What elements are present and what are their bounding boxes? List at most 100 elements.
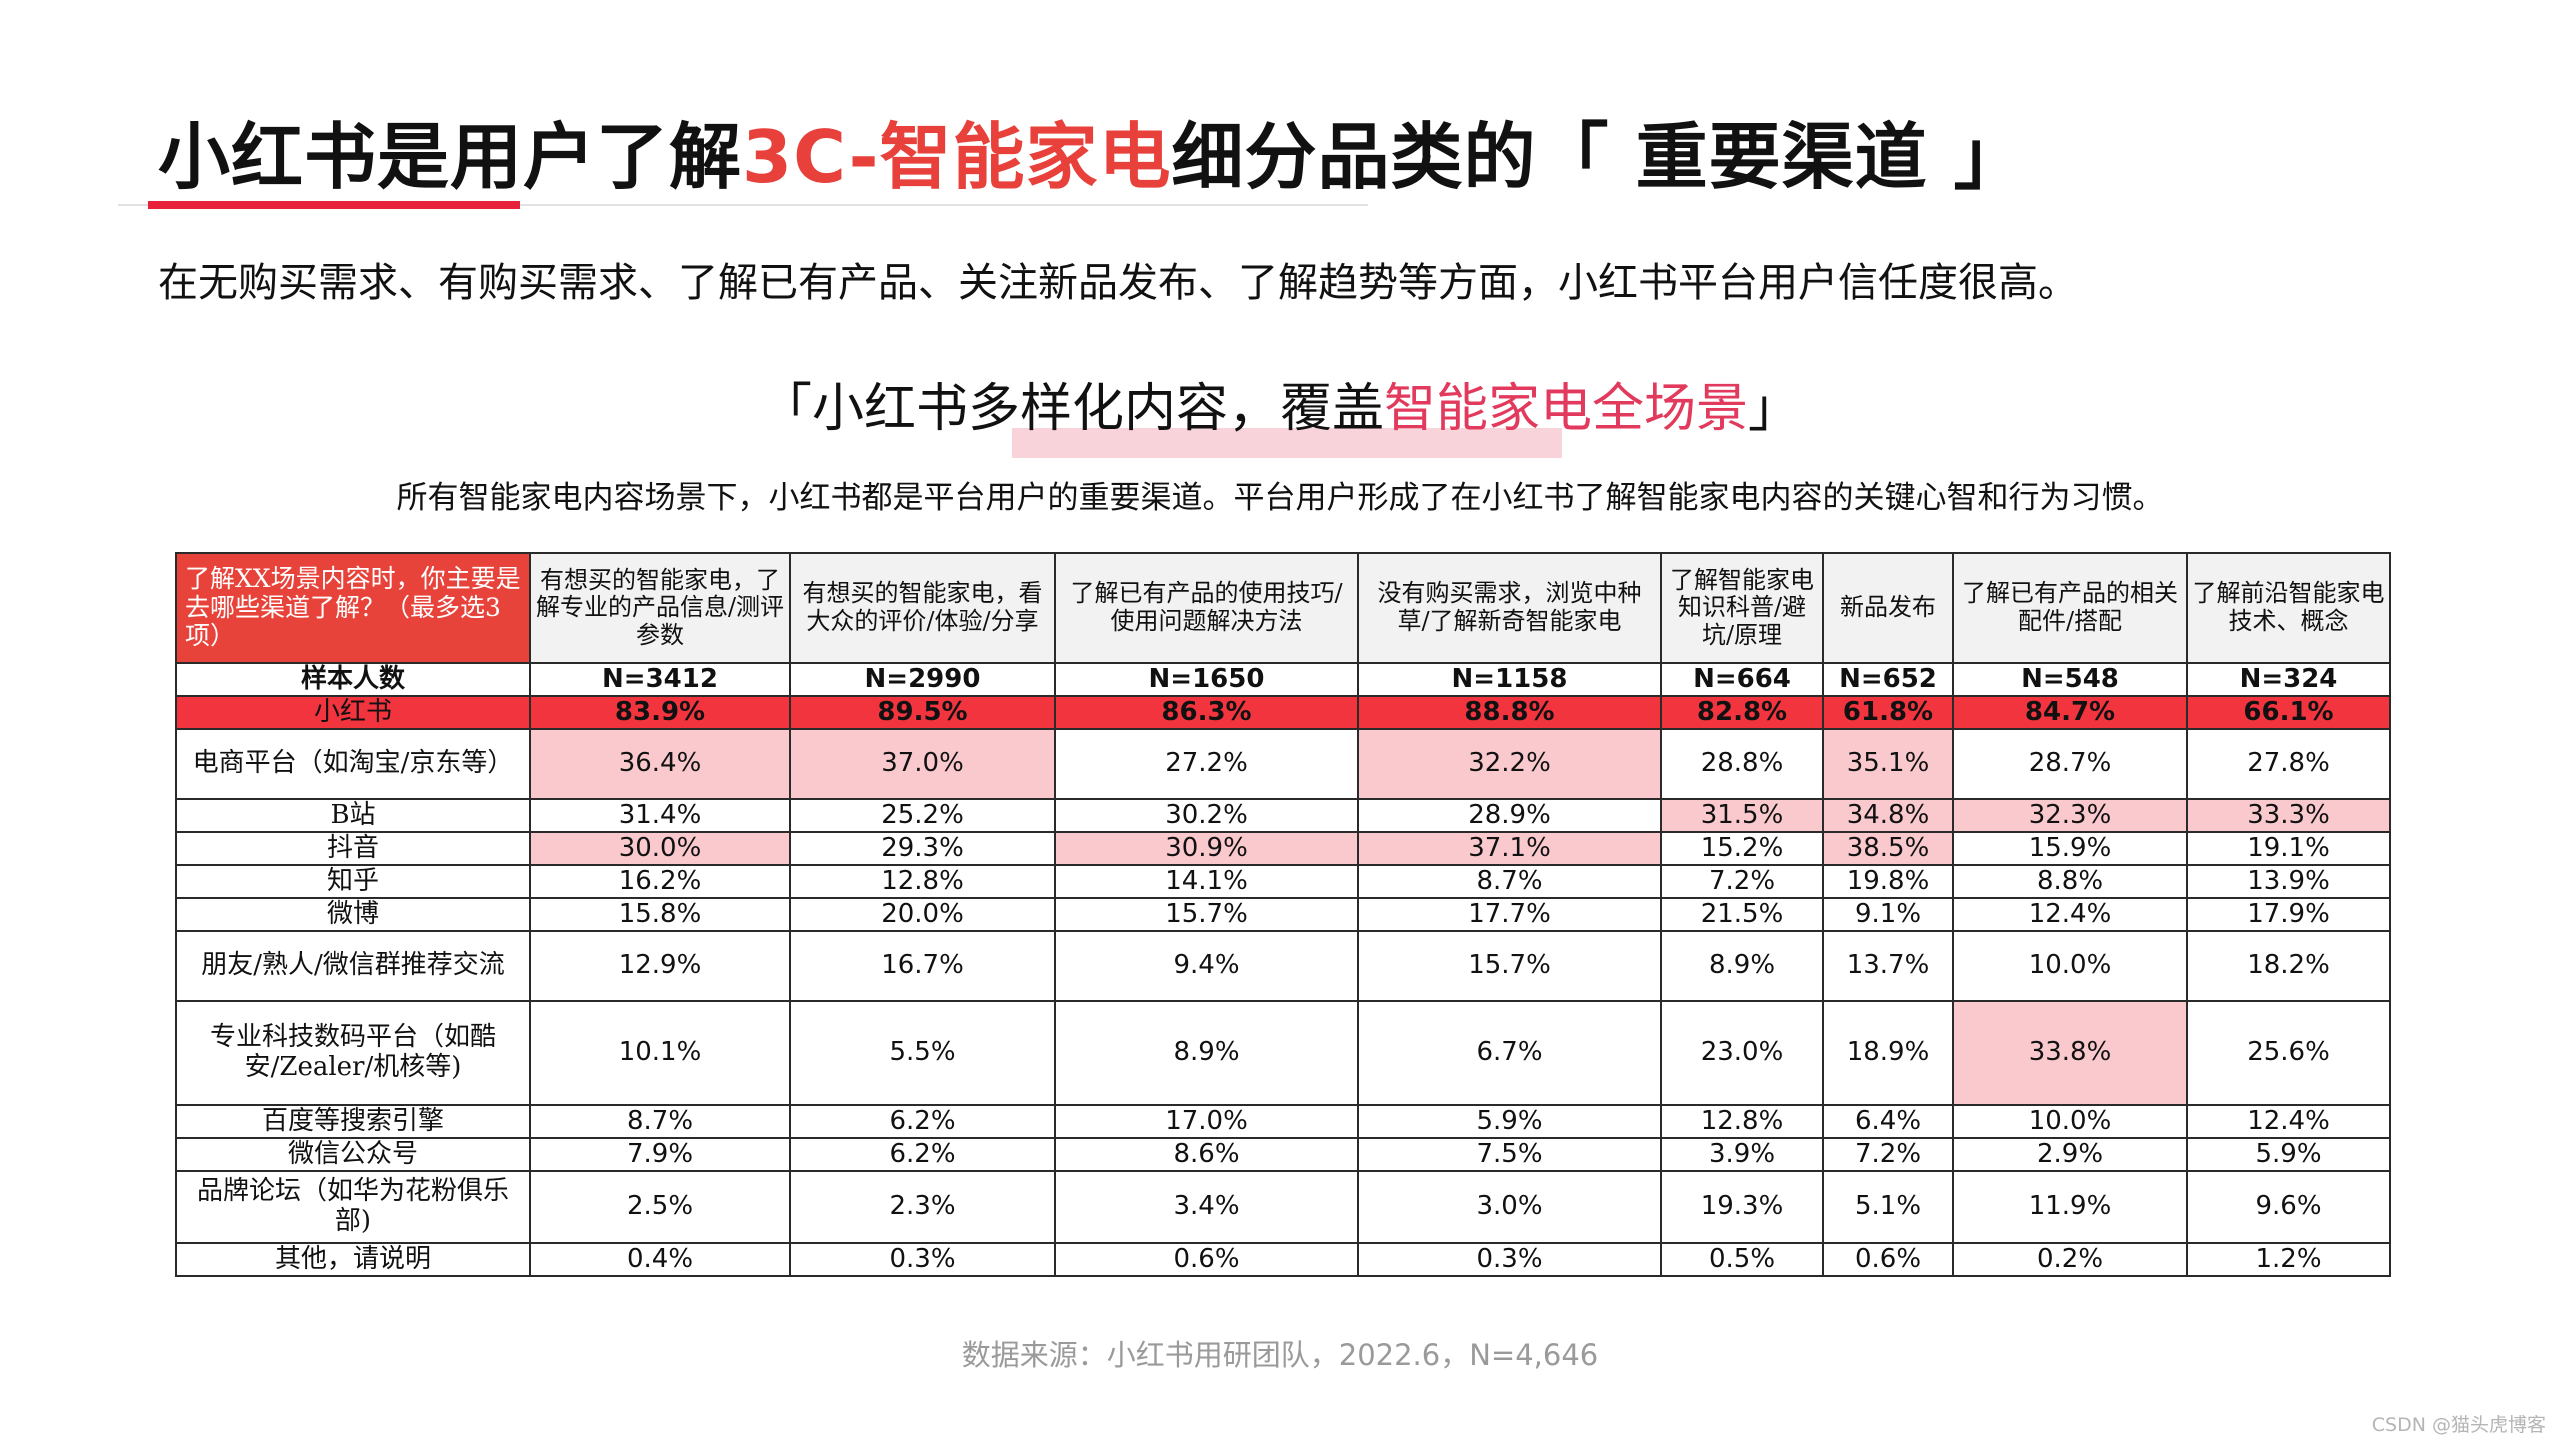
- table-cell: 11.9%: [1952, 1170, 2188, 1244]
- table-cell: 15.7%: [1357, 930, 1662, 1002]
- table-cell: N=3412: [529, 662, 791, 697]
- table-row: 专业科技数码平台（如酷安/Zealer/机核等) 10.1% 5.5% 8.9% 6.7…: [175, 1000, 2391, 1106]
- table-cell: 20.0%: [789, 897, 1056, 932]
- table-header-row: 了解XX场景内容时，你主要是去哪些渠道了解？（最多选3项） 有想买的智能家电，了…: [175, 552, 2391, 664]
- row-label: 知乎: [175, 864, 531, 899]
- table-cell: N=548: [1952, 662, 2188, 697]
- column-header: 了解智能家电知识科普/避坑/原理: [1660, 552, 1824, 664]
- table-cell: 30.9%: [1054, 831, 1359, 866]
- banner-highlight-underline: [1012, 428, 1562, 458]
- table-cell: 9.1%: [1822, 897, 1954, 932]
- table-row: 品牌论坛（如华为花粉俱乐部) 2.5% 2.3% 3.4% 3.0% 19.3% 5.1% 1…: [175, 1170, 2391, 1244]
- table-cell: 5.9%: [2186, 1137, 2391, 1172]
- row-label: 品牌论坛（如华为花粉俱乐部): [175, 1170, 531, 1244]
- table-cell: 9.4%: [1054, 930, 1359, 1002]
- table-cell: 12.4%: [2186, 1104, 2391, 1139]
- table-row: B站 31.4% 25.2% 30.2% 28.9% 31.5% 34.8% 32.3% 33.…: [175, 798, 2391, 833]
- table-cell: 38.5%: [1822, 831, 1954, 866]
- table-cell: 10.0%: [1952, 1104, 2188, 1139]
- table-cell: 19.3%: [1660, 1170, 1824, 1244]
- row-label: B站: [175, 798, 531, 833]
- table-cell: 82.8%: [1660, 695, 1824, 730]
- page-subtitle: 在无购买需求、有购买需求、了解已有产品、关注新品发布、了解趋势等方面，小红书平台…: [158, 260, 2078, 306]
- table-cell: 7.2%: [1660, 864, 1824, 899]
- table-cell: 13.7%: [1822, 930, 1954, 1002]
- table-cell: 19.8%: [1822, 864, 1954, 899]
- table-cell: 27.8%: [2186, 728, 2391, 800]
- table-row: 朋友/熟人/微信群推荐交流 12.9% 16.7% 9.4% 15.7% 8.9% 13.7…: [175, 930, 2391, 1002]
- table-cell: N=1650: [1054, 662, 1359, 697]
- title-accent: 3C-智能家电: [742, 115, 1172, 199]
- table-cell: N=1158: [1357, 662, 1662, 697]
- row-label: 样本人数: [175, 662, 531, 697]
- column-header: 有想买的智能家电，看大众的评价/体验/分享: [789, 552, 1056, 664]
- table-cell: 21.5%: [1660, 897, 1824, 932]
- table-cell: 3.0%: [1357, 1170, 1662, 1244]
- table-cell: 8.6%: [1054, 1137, 1359, 1172]
- table-cell: 28.7%: [1952, 728, 2188, 800]
- table-cell: 7.2%: [1822, 1137, 1954, 1172]
- table-cell: 23.0%: [1660, 1000, 1824, 1106]
- table-cell: 6.2%: [789, 1104, 1056, 1139]
- column-header: 新品发布: [1822, 552, 1954, 664]
- table-cell: 84.7%: [1952, 695, 2188, 730]
- table-cell: 9.6%: [2186, 1170, 2391, 1244]
- table-cell: 17.7%: [1357, 897, 1662, 932]
- table-cell: 7.5%: [1357, 1137, 1662, 1172]
- column-header: 了解前沿智能家电技术、概念: [2186, 552, 2391, 664]
- table-cell: 33.3%: [2186, 798, 2391, 833]
- table-cell: 86.3%: [1054, 695, 1359, 730]
- table-cell: 32.2%: [1357, 728, 1662, 800]
- table-cell: 3.9%: [1660, 1137, 1824, 1172]
- table-cell: 31.4%: [529, 798, 791, 833]
- table-cell: 8.8%: [1952, 864, 2188, 899]
- table-cell: 6.2%: [789, 1137, 1056, 1172]
- table-cell: 0.3%: [789, 1242, 1056, 1277]
- table-cell: 25.6%: [2186, 1000, 2391, 1106]
- banner-suffix: 」: [1748, 379, 1801, 439]
- table-cell: 88.8%: [1357, 695, 1662, 730]
- section-banner: 「小红书多样化内容，覆盖智能家电全场景」: [0, 366, 2560, 441]
- table-corner-header: 了解XX场景内容时，你主要是去哪些渠道了解？（最多选3项）: [175, 552, 531, 664]
- table-cell: N=2990: [789, 662, 1056, 697]
- table-cell: 15.8%: [529, 897, 791, 932]
- table-cell: 1.2%: [2186, 1242, 2391, 1277]
- table-row: 百度等搜索引擎 8.7% 6.2% 17.0% 5.9% 12.8% 6.4% 10.0% 12…: [175, 1104, 2391, 1139]
- table-cell: 37.0%: [789, 728, 1056, 800]
- table-row: 其他，请说明 0.4% 0.3% 0.6% 0.3% 0.5% 0.6% 0.2% 1.2%: [175, 1242, 2391, 1277]
- table-cell: 14.1%: [1054, 864, 1359, 899]
- row-label: 其他，请说明: [175, 1242, 531, 1277]
- table-cell: 8.9%: [1660, 930, 1824, 1002]
- table-cell: 0.3%: [1357, 1242, 1662, 1277]
- table-cell: 8.7%: [529, 1104, 791, 1139]
- title-accent-bar: [148, 201, 520, 209]
- table-cell: 18.2%: [2186, 930, 2391, 1002]
- table-cell: 12.9%: [529, 930, 791, 1002]
- table-cell: 7.9%: [529, 1137, 791, 1172]
- table-cell: 17.9%: [2186, 897, 2391, 932]
- table-cell: 2.5%: [529, 1170, 791, 1244]
- table-cell: 5.5%: [789, 1000, 1056, 1106]
- table-cell: 89.5%: [789, 695, 1056, 730]
- table-cell: 33.8%: [1952, 1000, 2188, 1106]
- table-cell: 30.0%: [529, 831, 791, 866]
- table-cell: 8.7%: [1357, 864, 1662, 899]
- table-row: 小红书 83.9% 89.5% 86.3% 88.8% 82.8% 61.8% 84.7% 66…: [175, 695, 2391, 730]
- table-cell: 37.1%: [1357, 831, 1662, 866]
- table-cell: 15.2%: [1660, 831, 1824, 866]
- row-label: 专业科技数码平台（如酷安/Zealer/机核等): [175, 1000, 531, 1106]
- table-cell: 15.9%: [1952, 831, 2188, 866]
- table-cell: 28.8%: [1660, 728, 1824, 800]
- column-header: 了解已有产品的使用技巧/使用问题解决方法: [1054, 552, 1359, 664]
- table-cell: 5.1%: [1822, 1170, 1954, 1244]
- table-cell: 12.8%: [1660, 1104, 1824, 1139]
- banner-prefix: 「小红书多样化内容，覆盖: [759, 379, 1384, 439]
- table-cell: 2.3%: [789, 1170, 1056, 1244]
- table-cell: 0.6%: [1822, 1242, 1954, 1277]
- table-cell: 36.4%: [529, 728, 791, 800]
- row-label: 电商平台（如淘宝/京东等）: [175, 728, 531, 800]
- table-cell: N=324: [2186, 662, 2391, 697]
- table-cell: 16.7%: [789, 930, 1056, 1002]
- title-divider: [118, 204, 1368, 206]
- table-cell: 83.9%: [529, 695, 791, 730]
